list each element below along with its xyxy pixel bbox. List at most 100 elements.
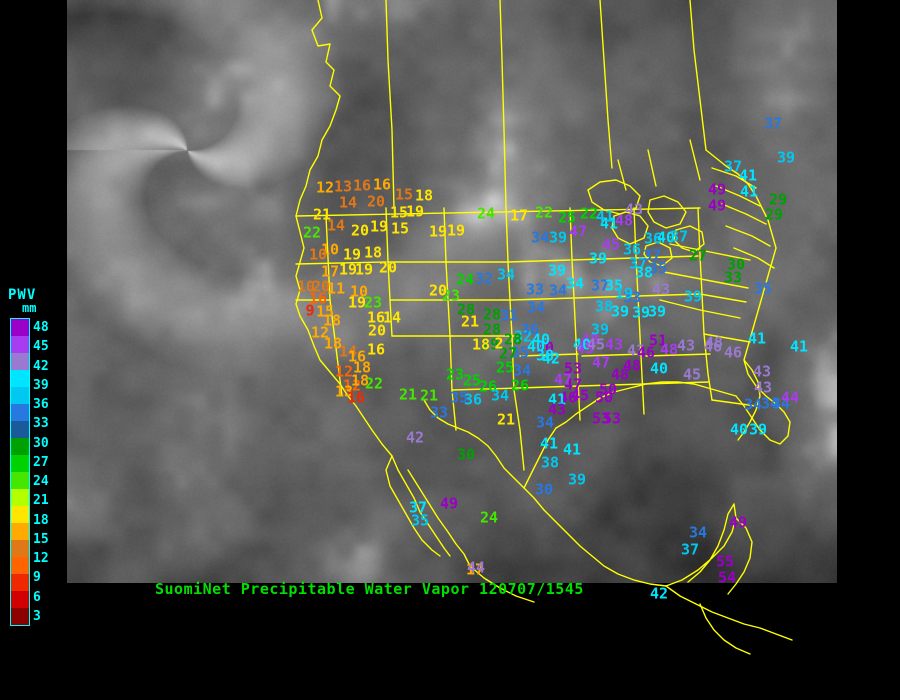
station-pwv-value: 48 <box>580 330 600 349</box>
border-path <box>665 585 793 641</box>
station-pwv-value: 42 <box>649 584 669 603</box>
station-pwv-value: 41 <box>595 207 615 226</box>
colorbar-label: 30 <box>33 435 49 451</box>
station-pwv-value: 43 <box>752 362 772 381</box>
station-pwv-value: 20 <box>367 321 387 340</box>
station-pwv-value: 48 <box>614 211 634 230</box>
station-pwv-value: 19 <box>614 284 634 303</box>
colorbar-swatch <box>11 590 29 608</box>
station-pwv-value: 44 <box>466 558 486 577</box>
station-pwv-value: 18 <box>414 186 434 205</box>
station-pwv-value: 30 <box>726 255 746 274</box>
station-pwv-value: 26 <box>478 377 498 396</box>
station-pwv-value: 35 <box>753 279 773 298</box>
station-pwv-value: 15 <box>390 219 410 238</box>
station-pwv-value: 36 <box>643 229 663 248</box>
station-pwv-value: 40 <box>649 359 669 378</box>
station-pwv-value: 33 <box>622 288 642 307</box>
station-pwv-value: 36 <box>622 240 642 259</box>
station-pwv-value: 35 <box>604 276 624 295</box>
station-pwv-value: 19 <box>446 221 466 240</box>
station-pwv-value: 34 <box>490 386 510 405</box>
colorbar-label: 39 <box>33 377 49 393</box>
station-pwv-value: 17 <box>465 560 485 579</box>
station-pwv-value: 42 <box>541 349 561 368</box>
station-pwv-value: 41 <box>738 166 758 185</box>
station-pwv-value: 12 <box>342 376 362 395</box>
station-pwv-value: 12 <box>315 178 335 197</box>
station-pwv-value: 43 <box>651 280 671 299</box>
border-path <box>699 603 751 655</box>
colorbar-label: 9 <box>33 570 41 586</box>
station-pwv-value: 41 <box>747 329 767 348</box>
station-pwv-value: 34 <box>530 228 550 247</box>
station-pwv-value: 39 <box>683 287 703 306</box>
station-pwv-value: 22 <box>579 204 599 223</box>
station-pwv-value: 18 <box>322 311 342 330</box>
station-pwv-value: 15 <box>394 185 414 204</box>
station-pwv-value: 18 <box>352 358 372 377</box>
station-pwv-value: 36 <box>463 390 483 409</box>
station-pwv-value: 40 <box>531 330 551 349</box>
station-pwv-value: 29 <box>764 205 784 224</box>
colorbar-swatch <box>11 607 29 625</box>
station-pwv-value: 29 <box>768 190 788 209</box>
station-pwv-value: 14 <box>326 216 346 235</box>
station-pwv-value: 46 <box>723 343 743 362</box>
station-pwv-value: 17 <box>320 262 340 281</box>
station-pwv-value: 45 <box>682 365 702 384</box>
station-pwv-value: 13 <box>333 177 353 196</box>
station-pwv-value: 45 <box>570 386 590 405</box>
station-pwv-value: 43 <box>676 336 696 355</box>
station-pwv-value: 40 <box>729 420 749 439</box>
station-pwv-value: 53 <box>563 359 583 378</box>
station-pwv-value: 27 <box>688 246 708 265</box>
station-pwv-value: 41 <box>562 440 582 459</box>
station-pwv-value: 31 <box>499 306 519 325</box>
station-pwv-value: 19 <box>338 260 358 279</box>
station-pwv-value: 43 <box>604 335 624 354</box>
station-pwv-value: 28 <box>482 320 502 339</box>
colorbar-swatch <box>11 488 29 506</box>
station-pwv-value: 43 <box>547 400 567 419</box>
station-pwv-value: 43 <box>624 200 644 219</box>
station-pwv-value: 14 <box>382 308 402 327</box>
station-pwv-value: 30 <box>456 445 476 464</box>
station-pwv-value: 36 <box>520 320 540 339</box>
station-pwv-value: 20 <box>366 192 386 211</box>
station-pwv-value: 34 <box>548 281 568 300</box>
station-pwv-value: 34 <box>760 394 780 413</box>
station-pwv-value: 39 <box>748 420 768 439</box>
station-pwv-value: 18 <box>363 243 383 262</box>
colorbar-swatch <box>11 539 29 557</box>
station-pwv-value: 49 <box>728 513 748 532</box>
colorbar-label: 21 <box>33 493 49 509</box>
station-pwv-value: 39 <box>548 228 568 247</box>
station-pwv-value: 28 <box>503 330 523 349</box>
station-pwv-value: 43 <box>626 341 646 360</box>
station-pwv-value: 34 <box>512 361 532 380</box>
station-pwv-value: 45 <box>586 335 606 354</box>
station-pwv-value: 55 <box>715 552 735 571</box>
colorbar-swatch <box>11 437 29 455</box>
colorbar-label: 27 <box>33 454 49 470</box>
station-pwv-value: 34 <box>496 265 516 284</box>
station-pwv-value: 37 <box>590 276 610 295</box>
station-pwv-value: 35 <box>449 388 469 407</box>
station-pwv-value: 24 <box>476 204 496 223</box>
station-pwv-value: 22 <box>302 223 322 242</box>
station-pwv-value: 34 <box>688 523 708 542</box>
colorbar-swatch <box>11 386 29 404</box>
station-pwv-value: 38 <box>540 453 560 472</box>
station-pwv-value: 49 <box>439 494 459 513</box>
station-pwv-value: 39 <box>547 261 567 280</box>
colorbar-swatch <box>11 505 29 523</box>
station-pwv-value: 21 <box>312 205 332 224</box>
station-pwv-value: 15 <box>389 203 409 222</box>
station-pwv-value: 41 <box>789 337 809 356</box>
colorbar-label: 6 <box>33 589 41 605</box>
station-pwv-value: 10 <box>296 277 316 296</box>
station-pwv-value: 21 <box>496 410 516 429</box>
station-pwv-value: 53 <box>602 409 622 428</box>
station-pwv-value: 29 <box>480 335 500 354</box>
